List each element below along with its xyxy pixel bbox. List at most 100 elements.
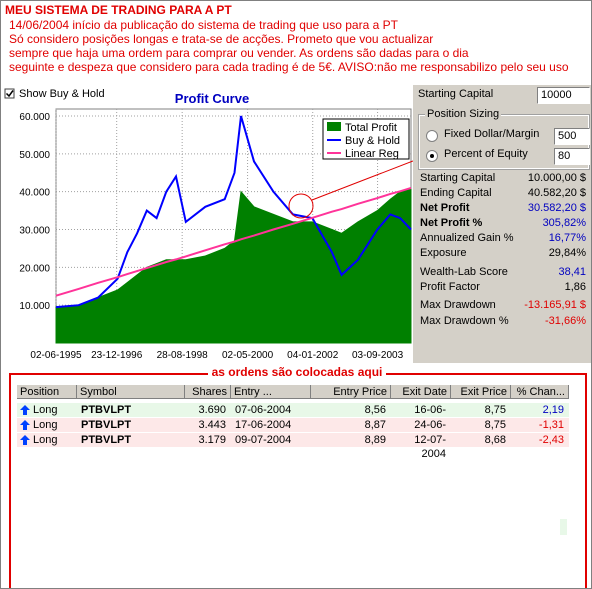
checkbox-label[interactable]: Show Buy & Hold bbox=[19, 88, 105, 100]
header-line: seguinte e despeza que considero para ca… bbox=[9, 60, 569, 74]
stat: Wealth-Lab Score 38,41 bbox=[420, 265, 586, 279]
column-header: Exit Price bbox=[451, 385, 511, 399]
order-cell: 3.443 bbox=[198, 419, 226, 431]
stat-label: Exposure bbox=[420, 247, 467, 259]
order-cell: 12-07-2004 bbox=[414, 434, 446, 460]
stat-label: Annualized Gain % bbox=[420, 232, 514, 244]
long-icon-stem bbox=[23, 425, 27, 430]
legend-label: Linear Reg bbox=[345, 148, 399, 160]
order-cell: Long bbox=[33, 404, 58, 416]
order-cell: 17-06-2004 bbox=[235, 419, 292, 431]
header-line: 14/06/2004 início da publicação do siste… bbox=[9, 18, 398, 32]
scroll-stub bbox=[560, 519, 567, 535]
stat: Max Drawdown -13.165,91 $ bbox=[420, 298, 586, 312]
stat-label: Max Drawdown bbox=[420, 299, 496, 311]
order-cell: 09-07-2004 bbox=[235, 434, 292, 446]
order-cell: PTBVLPT bbox=[81, 434, 132, 446]
order-cell: 8,56 bbox=[364, 404, 386, 416]
percent-equity-label[interactable]: Percent of Equity bbox=[444, 148, 528, 160]
x-tick-label: 03-09-2003 bbox=[352, 350, 404, 361]
stat: Starting Capital 10.000,00 $ bbox=[420, 171, 586, 185]
checkbox[interactable] bbox=[4, 88, 15, 99]
y-tick-label: 10.000 bbox=[19, 301, 50, 312]
stat-label: Ending Capital bbox=[420, 187, 492, 199]
percent-equity-input[interactable]: 80 bbox=[554, 148, 590, 165]
legend-swatch bbox=[327, 122, 341, 131]
annotation-line bbox=[311, 160, 413, 201]
stat: Exposure 29,84% bbox=[420, 246, 586, 260]
legend-label: Total Profit bbox=[345, 122, 397, 134]
starting-capital-input[interactable]: 10000 bbox=[537, 87, 590, 104]
long-icon-stem bbox=[23, 410, 27, 415]
x-tick-label: 28-08-1998 bbox=[157, 350, 209, 361]
order-cell: -1,31 bbox=[538, 419, 564, 431]
stat: Net Profit % 305,82% bbox=[420, 216, 586, 230]
order-cell: 3.179 bbox=[198, 434, 226, 446]
order-row bbox=[17, 403, 569, 417]
fixed-dollar-label[interactable]: Fixed Dollar/Margin bbox=[444, 128, 540, 140]
column-header: Shares bbox=[185, 385, 231, 399]
header-line: Só considero posições longas e trata-se … bbox=[9, 32, 434, 46]
order-row bbox=[17, 418, 569, 432]
orders-title: as ordens são colocadas aqui bbox=[207, 365, 387, 379]
order-row bbox=[17, 433, 569, 447]
stat-value: -13.165,91 $ bbox=[524, 299, 586, 311]
stat-value: 38,41 bbox=[558, 266, 586, 278]
stat: Ending Capital 40.582,20 $ bbox=[420, 186, 586, 200]
position-sizing-label: Position Sizing bbox=[425, 108, 502, 120]
settings-panel: Starting Capital 10000 Position Sizing F… bbox=[413, 85, 591, 363]
x-tick-label: 02-06-1995 bbox=[30, 350, 82, 361]
stat-label: Max Drawdown % bbox=[420, 315, 509, 327]
x-tick-label: 23-12-1996 bbox=[91, 350, 143, 361]
order-cell: 8,89 bbox=[364, 434, 386, 446]
order-cell: 3.690 bbox=[198, 404, 226, 416]
stat-value: -31,66% bbox=[545, 315, 586, 327]
stat-value: 305,82% bbox=[542, 217, 586, 229]
long-icon bbox=[20, 435, 30, 440]
column-header: Position bbox=[17, 385, 77, 399]
stat: Profit Factor 1,86 bbox=[420, 280, 586, 294]
starting-capital-label: Starting Capital bbox=[418, 88, 494, 100]
stat-label: Net Profit bbox=[420, 202, 470, 214]
order-cell: PTBVLPT bbox=[81, 404, 132, 416]
stat-label: Wealth-Lab Score bbox=[420, 266, 508, 278]
stat-label: Net Profit % bbox=[420, 217, 483, 229]
header: MEU SISTEMA DE TRADING PARA A PT 14/06/2… bbox=[5, 3, 589, 83]
stat-label: Profit Factor bbox=[420, 281, 480, 293]
stat-value: 16,77% bbox=[548, 232, 586, 244]
fixed-dollar-input[interactable]: 500 bbox=[554, 128, 590, 145]
order-cell: 16-06-2004 bbox=[414, 404, 446, 430]
annotation-circle bbox=[288, 193, 314, 219]
stat-value: 29,84% bbox=[548, 247, 586, 259]
order-cell: 8,68 bbox=[484, 434, 506, 446]
stat: Net Profit 30.582,20 $ bbox=[420, 201, 586, 215]
radio-fixed[interactable] bbox=[426, 130, 438, 142]
y-tick-label: 30.000 bbox=[19, 226, 50, 237]
stat-value: 40.582,20 $ bbox=[527, 187, 586, 199]
x-tick-label: 02-05-2000 bbox=[222, 350, 274, 361]
x-tick-label: 04-01-2002 bbox=[287, 350, 339, 361]
radio-percent[interactable] bbox=[426, 150, 438, 162]
order-cell: 8,75 bbox=[484, 404, 506, 416]
header-line: sempre que haja uma ordem para comprar o… bbox=[9, 46, 469, 60]
long-icon bbox=[20, 420, 30, 425]
order-cell: PTBVLPT bbox=[81, 419, 132, 431]
stat-value: 10.000,00 $ bbox=[527, 172, 586, 184]
order-cell: -2,43 bbox=[538, 434, 564, 446]
order-cell: 8,75 bbox=[484, 419, 506, 431]
orders-title-wrap: as ordens são colocadas aqui bbox=[1, 365, 591, 379]
y-tick-label: 40.000 bbox=[19, 188, 50, 199]
column-header: % Chan... bbox=[511, 385, 569, 399]
header-title: MEU SISTEMA DE TRADING PARA A PT bbox=[5, 3, 232, 17]
line bbox=[55, 186, 412, 297]
stat-label: Starting Capital bbox=[420, 172, 496, 184]
stat: Annualized Gain % 16,77% bbox=[420, 231, 586, 245]
long-icon-stem bbox=[23, 440, 27, 445]
column-header: Entry ... bbox=[231, 385, 311, 399]
column-header: Exit Date bbox=[391, 385, 451, 399]
stat-value: 30.582,20 $ bbox=[527, 202, 586, 214]
y-tick-label: 50.000 bbox=[19, 150, 50, 161]
column-header: Symbol bbox=[77, 385, 185, 399]
order-cell: Long bbox=[33, 419, 58, 431]
